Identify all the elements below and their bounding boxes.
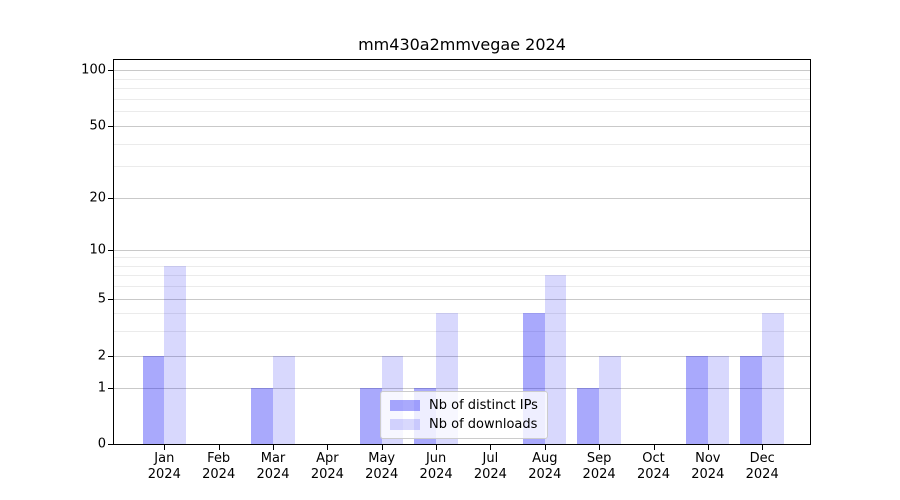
gridline-minor-3 <box>114 330 810 332</box>
xtick-label-apr-2024: Apr 2024 <box>310 451 344 482</box>
xtick-mark-jun-2024 <box>436 445 438 450</box>
gridline-major-50 <box>114 126 810 127</box>
xtick-mark-apr-2024 <box>327 445 329 450</box>
xtick-mark-jul-2024 <box>490 445 492 450</box>
bar-nb-of-distinct-ips-jan-2024 <box>142 355 165 444</box>
ytick-mark-100 <box>108 70 113 71</box>
xtick-mark-nov-2024 <box>707 445 709 450</box>
bar-nb-of-downloads-nov-2024 <box>707 355 730 444</box>
gridline-minor-70 <box>114 98 810 100</box>
ytick-mark-20 <box>108 198 113 199</box>
plot-area <box>113 59 811 445</box>
xtick-label-dec-2024: Dec 2024 <box>745 451 779 482</box>
bar-nb-of-distinct-ips-nov-2024 <box>686 355 708 444</box>
gridline-major-10 <box>114 250 810 251</box>
bar-nb-of-downloads-sep-2024 <box>599 355 621 444</box>
xtick-label-feb-2024: Feb 2024 <box>202 451 236 482</box>
bar-nb-of-downloads-aug-2024 <box>544 275 567 444</box>
xtick-mark-jan-2024 <box>164 445 166 450</box>
gridline-major-5 <box>114 299 810 300</box>
legend-label-downloads: Nb of downloads <box>429 417 538 432</box>
bar-nb-of-distinct-ips-sep-2024 <box>577 388 600 444</box>
gridline-minor-40 <box>114 143 810 145</box>
xtick-mark-oct-2024 <box>653 445 655 450</box>
ytick-mark-2 <box>108 355 113 357</box>
xtick-mark-feb-2024 <box>218 445 220 450</box>
xtick-label-sep-2024: Sep 2024 <box>582 451 616 482</box>
bar-nb-of-downloads-jan-2024 <box>164 265 186 444</box>
ytick-mark-5 <box>108 299 113 300</box>
gridline-major-100 <box>114 70 810 71</box>
xtick-mark-dec-2024 <box>762 445 764 450</box>
xtick-mark-sep-2024 <box>599 445 601 450</box>
gridline-major-1 <box>114 388 810 389</box>
bar-nb-of-downloads-dec-2024 <box>762 312 784 444</box>
xtick-mark-aug-2024 <box>544 445 546 450</box>
gridline-minor-80 <box>114 88 810 89</box>
legend-swatch-downloads <box>390 419 420 430</box>
gridline-minor-7 <box>114 275 810 277</box>
legend-item-distinct-ips: Nb of distinct IPs <box>390 398 538 413</box>
gridline-minor-4 <box>114 312 810 314</box>
xtick-label-aug-2024: Aug 2024 <box>528 451 562 482</box>
xtick-label-oct-2024: Oct 2024 <box>636 451 671 482</box>
legend-item-downloads: Nb of downloads <box>390 417 538 432</box>
gridline-major-2 <box>114 355 810 357</box>
legend-swatch-distinct-ips <box>390 400 420 411</box>
legend: Nb of distinct IPs Nb of downloads <box>380 391 548 439</box>
ytick-label-2: 2 <box>97 348 106 363</box>
ytick-mark-10 <box>108 250 113 251</box>
ytick-label-10: 10 <box>89 242 106 258</box>
gridline-minor-6 <box>114 286 810 288</box>
xtick-mark-may-2024 <box>381 445 383 450</box>
ytick-mark-50 <box>108 126 113 127</box>
legend-label-distinct-ips: Nb of distinct IPs <box>429 398 538 413</box>
xtick-label-may-2024: May 2024 <box>365 451 399 482</box>
gridline-minor-60 <box>114 111 810 113</box>
gridline-minor-90 <box>114 78 810 80</box>
ytick-label-1: 1 <box>97 380 106 396</box>
xtick-label-mar-2024: Mar 2024 <box>256 451 290 482</box>
gridline-minor-8 <box>114 265 810 267</box>
xtick-label-nov-2024: Nov 2024 <box>691 451 725 482</box>
bar-nb-of-distinct-ips-mar-2024 <box>251 388 273 444</box>
ytick-mark-1 <box>108 388 113 389</box>
ytick-label-0: 0 <box>97 436 106 452</box>
ytick-label-5: 5 <box>97 291 106 307</box>
bar-nb-of-downloads-mar-2024 <box>273 355 295 444</box>
gridline-major-20 <box>114 198 810 199</box>
chart-title: mm430a2mmvegae 2024 <box>358 35 566 54</box>
xtick-label-jan-2024: Jan 2024 <box>147 451 181 482</box>
xtick-mark-mar-2024 <box>273 445 274 450</box>
xtick-label-jun-2024: Jun 2024 <box>419 451 453 482</box>
bar-nb-of-distinct-ips-dec-2024 <box>740 355 763 444</box>
ytick-mark-0 <box>108 444 113 445</box>
gridline-minor-9 <box>114 257 810 259</box>
ytick-label-20: 20 <box>89 190 106 206</box>
gridline-minor-30 <box>114 166 810 168</box>
bar-nb-of-distinct-ips-may-2024 <box>360 388 382 444</box>
ytick-label-100: 100 <box>81 62 106 78</box>
ytick-label-50: 50 <box>89 118 106 134</box>
xtick-label-jul-2024: Jul 2024 <box>473 451 507 482</box>
